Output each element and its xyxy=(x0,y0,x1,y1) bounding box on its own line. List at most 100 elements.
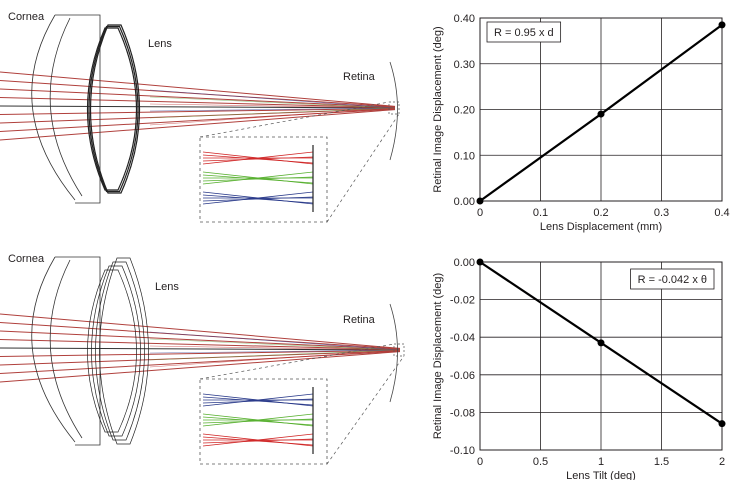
point xyxy=(597,110,605,118)
inset-ray xyxy=(202,418,314,424)
lens xyxy=(91,265,141,437)
x-tick-label: 0 xyxy=(477,456,483,468)
inset-ray xyxy=(202,151,314,165)
y-tick-label: 0.00 xyxy=(454,196,475,208)
cornea-label: Cornea xyxy=(8,11,45,23)
lens xyxy=(95,261,145,441)
point xyxy=(718,420,726,428)
retina-label: Retina xyxy=(343,71,376,83)
lens xyxy=(99,257,149,445)
y-axis-label: Retinal Image Displacement (deg) xyxy=(432,26,444,192)
x-axis-label: Lens Tilt (deg) xyxy=(566,470,636,480)
chart: -0.10 -0.08 -0.06 -0.04 -0.02 0.00 0 0.5 1 1.5 2 Le… xyxy=(432,257,726,482)
x-tick-label: 2 xyxy=(719,456,725,468)
x-tick-label: 0.2 xyxy=(593,207,608,219)
lens xyxy=(89,24,141,194)
ray xyxy=(0,109,396,141)
inset xyxy=(199,378,328,465)
ray xyxy=(149,331,401,351)
y-tick-label: -0.02 xyxy=(450,295,475,307)
lens-label: Lens xyxy=(155,281,179,293)
ray xyxy=(149,103,396,109)
point xyxy=(597,339,605,347)
x-tick-label: 1 xyxy=(598,456,604,468)
ray xyxy=(149,107,396,126)
ray xyxy=(0,108,396,132)
ray xyxy=(0,88,396,108)
zoom-line xyxy=(199,101,390,138)
ray xyxy=(0,313,401,349)
cornea xyxy=(31,256,101,446)
x-tick-label: 0.1 xyxy=(533,207,548,219)
cornea xyxy=(31,14,101,204)
retina-label: Retina xyxy=(343,314,376,326)
y-tick-label: 0.40 xyxy=(454,13,475,25)
y-tick-label: -0.08 xyxy=(450,407,475,419)
zoom-line xyxy=(199,343,395,380)
inset-ray xyxy=(202,413,314,427)
inset-ray xyxy=(202,156,314,162)
inset-ray xyxy=(202,191,314,205)
plot-frame xyxy=(479,261,723,451)
y-tick-label: 0.10 xyxy=(454,150,475,162)
ray xyxy=(0,349,401,357)
x-tick-label: 1.5 xyxy=(654,456,669,468)
retina xyxy=(389,303,398,403)
ray xyxy=(0,339,401,351)
lens xyxy=(86,27,138,191)
inset-ray xyxy=(202,433,314,447)
inset-ray xyxy=(202,176,314,182)
cornea-label: Cornea xyxy=(8,253,45,265)
x-tick-label: 0 xyxy=(477,207,483,219)
inset-ray xyxy=(202,393,314,407)
zoom-line xyxy=(326,113,400,223)
inset-ray xyxy=(202,171,314,185)
retina xyxy=(389,61,398,161)
zoom-box xyxy=(393,343,405,357)
lens xyxy=(87,269,137,433)
ray xyxy=(0,347,401,351)
x-tick-label: 0.5 xyxy=(533,456,548,468)
x-tick-label: 0.3 xyxy=(654,207,669,219)
point xyxy=(476,197,484,205)
ray xyxy=(149,345,401,351)
inset-ray xyxy=(202,398,314,404)
y-axis-label: Retinal Image Displacement (deg) xyxy=(432,273,444,439)
ray xyxy=(149,89,396,109)
x-tick-label: 0.4 xyxy=(714,207,729,219)
point xyxy=(718,21,726,29)
y-tick-label: 0.30 xyxy=(454,59,475,71)
y-tick-label: 0.00 xyxy=(454,257,475,269)
lens xyxy=(88,25,139,193)
ray xyxy=(0,351,401,383)
annotation-box xyxy=(486,21,562,43)
ray xyxy=(149,107,396,119)
y-tick-label: -0.10 xyxy=(450,445,475,457)
annotation: R = 0.95 x d xyxy=(494,27,554,39)
optics-diagrams xyxy=(0,14,405,465)
ray xyxy=(149,96,396,109)
ray xyxy=(0,105,396,109)
plot-frame xyxy=(479,17,723,202)
ray xyxy=(149,349,401,354)
ray xyxy=(0,107,396,115)
ray xyxy=(149,349,401,361)
ray xyxy=(0,330,401,350)
annotation: R = -0.042 x θ xyxy=(638,274,707,286)
chart: 0.00 0.10 0.20 0.30 0.40 0 0.1 0.2 0.3 0.4 Lens Di… xyxy=(432,13,730,233)
ray xyxy=(149,349,401,368)
inset-ray xyxy=(202,196,314,202)
ray xyxy=(0,350,401,374)
ray xyxy=(0,97,396,109)
point xyxy=(476,258,484,266)
ray xyxy=(0,71,396,107)
x-axis-label: Lens Displacement (mm) xyxy=(540,221,662,233)
lens-label: Lens xyxy=(148,38,172,50)
y-tick-label: -0.04 xyxy=(450,332,475,344)
y-tick-label: -0.06 xyxy=(450,370,475,382)
annotation-box xyxy=(630,268,715,290)
zoom-box xyxy=(388,101,400,115)
ray xyxy=(149,338,401,351)
zoom-line xyxy=(326,355,405,465)
